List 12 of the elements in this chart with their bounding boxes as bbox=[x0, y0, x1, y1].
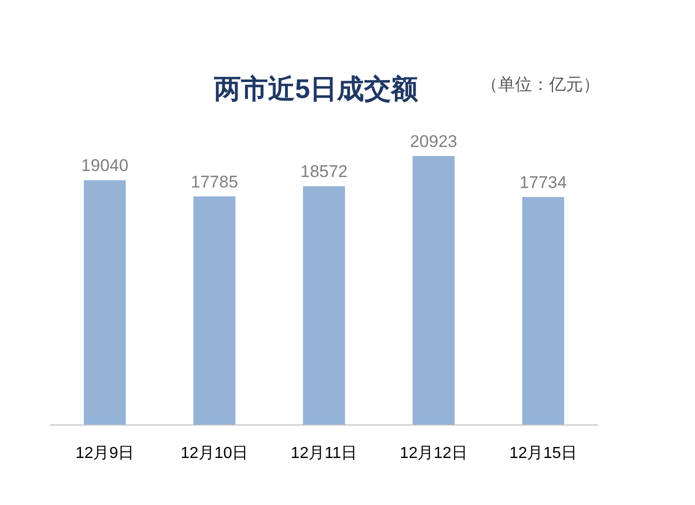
x-tick-label: 12月9日 bbox=[75, 445, 134, 462]
data-label: 17734 bbox=[520, 173, 567, 192]
x-tick-label: 12月12日 bbox=[400, 445, 468, 462]
data-label: 20923 bbox=[410, 132, 458, 151]
chart-subtitle: （单位：亿元） bbox=[481, 75, 600, 94]
x-tick-label: 12月11日 bbox=[290, 445, 358, 462]
data-label: 18572 bbox=[300, 162, 348, 182]
x-tick-label: 12月15日 bbox=[509, 445, 577, 462]
data-label: 19040 bbox=[81, 156, 128, 176]
chart-title: 两市近5日成交额 bbox=[212, 74, 419, 104]
data-label: 17785 bbox=[190, 172, 238, 192]
x-tick-label: 12月10日 bbox=[180, 445, 248, 462]
